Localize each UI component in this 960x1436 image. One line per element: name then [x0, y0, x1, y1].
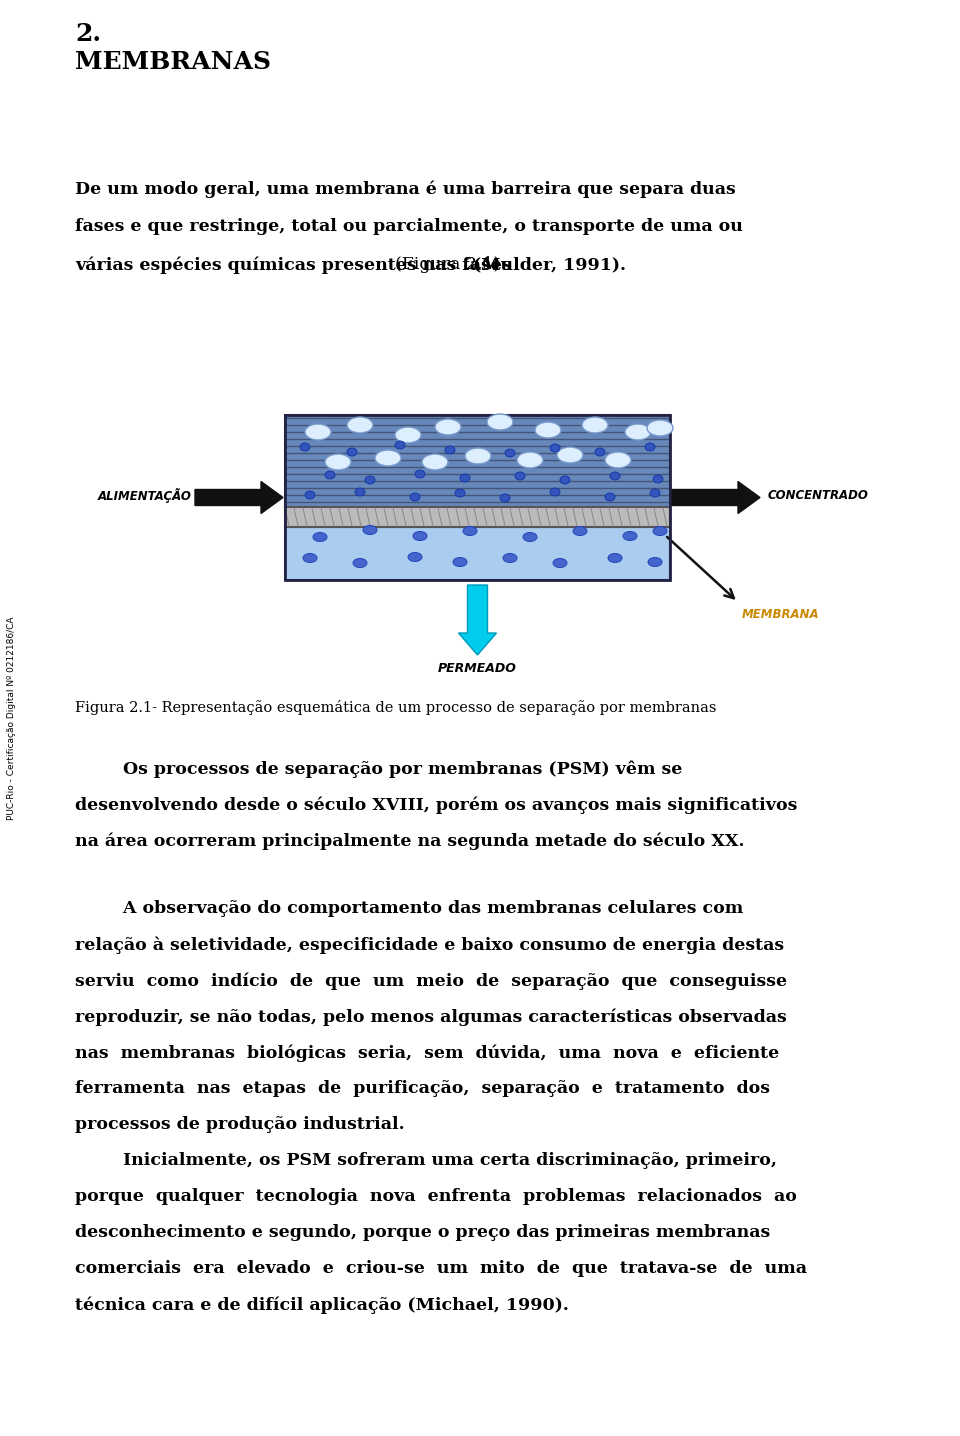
Ellipse shape [653, 527, 667, 536]
Text: 2.: 2. [75, 22, 101, 46]
Text: desconhecimento e segundo, porque o preço das primeiras membranas: desconhecimento e segundo, porque o preç… [75, 1223, 770, 1241]
Ellipse shape [435, 419, 461, 435]
Ellipse shape [573, 527, 587, 536]
Ellipse shape [625, 424, 651, 439]
Text: CONCENTRADO: CONCENTRADO [768, 490, 869, 503]
Ellipse shape [650, 490, 660, 497]
Ellipse shape [645, 442, 655, 451]
Text: várias espécies químicas presentes nas fases: várias espécies químicas presentes nas f… [75, 256, 517, 273]
Ellipse shape [413, 531, 427, 540]
Bar [285, 415, 670, 580]
Ellipse shape [557, 447, 583, 462]
Ellipse shape [605, 452, 631, 468]
Ellipse shape [595, 448, 605, 457]
Ellipse shape [550, 488, 560, 495]
Ellipse shape [365, 475, 375, 484]
Text: porque  qualquer  tecnologia  nova  enfrenta  problemas  relacionados  ao: porque qualquer tecnologia nova enfrenta… [75, 1188, 797, 1205]
Ellipse shape [515, 472, 525, 480]
Text: ALIMENTAÇÃO: ALIMENTAÇÃO [98, 488, 192, 503]
Ellipse shape [463, 527, 477, 536]
Ellipse shape [363, 526, 377, 534]
Ellipse shape [460, 474, 470, 482]
Ellipse shape [503, 553, 517, 563]
Ellipse shape [353, 559, 367, 567]
Ellipse shape [395, 426, 421, 442]
Text: PERMEADO: PERMEADO [438, 662, 516, 675]
Text: MEMBRANAS: MEMBRANAS [75, 50, 271, 75]
Ellipse shape [445, 447, 455, 454]
Ellipse shape [608, 553, 622, 563]
Text: (Figura 2.1): (Figura 2.1) [395, 256, 500, 273]
Ellipse shape [517, 452, 543, 468]
Ellipse shape [305, 424, 331, 439]
FancyArrow shape [195, 481, 283, 514]
Ellipse shape [647, 419, 673, 437]
Text: processos de produção industrial.: processos de produção industrial. [75, 1116, 404, 1133]
Ellipse shape [355, 488, 365, 495]
Ellipse shape [408, 553, 422, 561]
Ellipse shape [560, 475, 570, 484]
Ellipse shape [605, 493, 615, 501]
Ellipse shape [550, 444, 560, 452]
Bar [285, 415, 670, 507]
Text: Figura 2.1- Representação esquemática de um processo de separação por membranas: Figura 2.1- Representação esquemática de… [75, 699, 716, 715]
Ellipse shape [500, 494, 510, 503]
Ellipse shape [610, 472, 620, 480]
Ellipse shape [535, 422, 561, 438]
Ellipse shape [313, 533, 327, 541]
Ellipse shape [523, 533, 537, 541]
Ellipse shape [375, 449, 401, 467]
Text: técnica cara e de difícil aplicação (Michael, 1990).: técnica cara e de difícil aplicação (Mic… [75, 1297, 569, 1314]
Text: PUC-Rio - Certificação Digital Nº 0212186/CA: PUC-Rio - Certificação Digital Nº 021218… [8, 616, 16, 820]
Ellipse shape [300, 442, 310, 451]
Ellipse shape [653, 475, 663, 482]
Ellipse shape [582, 416, 608, 434]
Ellipse shape [623, 531, 637, 540]
Ellipse shape [505, 449, 515, 457]
Text: na área ocorreram principalmente na segunda metade do século XX.: na área ocorreram principalmente na segu… [75, 831, 745, 850]
Text: Inicialmente, os PSM sofreram uma certa discriminação, primeiro,: Inicialmente, os PSM sofreram uma certa … [75, 1152, 777, 1169]
Ellipse shape [395, 441, 405, 449]
Ellipse shape [487, 414, 513, 429]
Text: reproduzir, se não todas, pelo menos algumas características observadas: reproduzir, se não todas, pelo menos alg… [75, 1008, 787, 1025]
Ellipse shape [648, 557, 662, 566]
FancyArrow shape [459, 584, 496, 655]
Ellipse shape [415, 470, 425, 478]
Ellipse shape [325, 471, 335, 480]
Ellipse shape [422, 454, 448, 470]
Ellipse shape [347, 416, 373, 434]
Text: fases e que restringe, total ou parcialmente, o transporte de uma ou: fases e que restringe, total ou parcialm… [75, 218, 743, 236]
Bar [285, 527, 670, 580]
Ellipse shape [455, 490, 465, 497]
Ellipse shape [465, 448, 491, 464]
Ellipse shape [325, 454, 351, 470]
Ellipse shape [410, 493, 420, 501]
Text: MEMBRANA: MEMBRANA [742, 607, 820, 620]
Text: ferramenta  nas  etapas  de  purificação,  separação  e  tratamento  dos: ferramenta nas etapas de purificação, se… [75, 1080, 770, 1097]
Text: Os processos de separação por membranas (PSM) vêm se: Os processos de separação por membranas … [75, 760, 683, 777]
Text: A observação do comportamento das membranas celulares com: A observação do comportamento das membra… [75, 900, 743, 918]
Text: desenvolvendo desde o século XVIII, porém os avanços mais significativos: desenvolvendo desde o século XVIII, poré… [75, 796, 798, 814]
Ellipse shape [453, 557, 467, 566]
Text: (Mulder, 1991).: (Mulder, 1991). [473, 256, 626, 273]
FancyArrow shape [672, 481, 760, 514]
Ellipse shape [347, 448, 357, 457]
Ellipse shape [305, 491, 315, 498]
Bar [285, 507, 670, 527]
Text: nas  membranas  biológicas  seria,  sem  dúvida,  uma  nova  e  eficiente: nas membranas biológicas seria, sem dúvi… [75, 1044, 780, 1061]
Text: relação à seletividade, especificidade e baixo consumo de energia destas: relação à seletividade, especificidade e… [75, 936, 784, 954]
Ellipse shape [553, 559, 567, 567]
Ellipse shape [303, 553, 317, 563]
Text: serviu  como  indício  de  que  um  meio  de  separação  que  conseguisse: serviu como indício de que um meio de se… [75, 972, 787, 989]
Text: comerciais  era  elevado  e  criou-se  um  mito  de  que  tratava-se  de  uma: comerciais era elevado e criou-se um mit… [75, 1259, 807, 1277]
Text: De um modo geral, uma membrana é uma barreira que separa duas: De um modo geral, uma membrana é uma bar… [75, 180, 735, 198]
